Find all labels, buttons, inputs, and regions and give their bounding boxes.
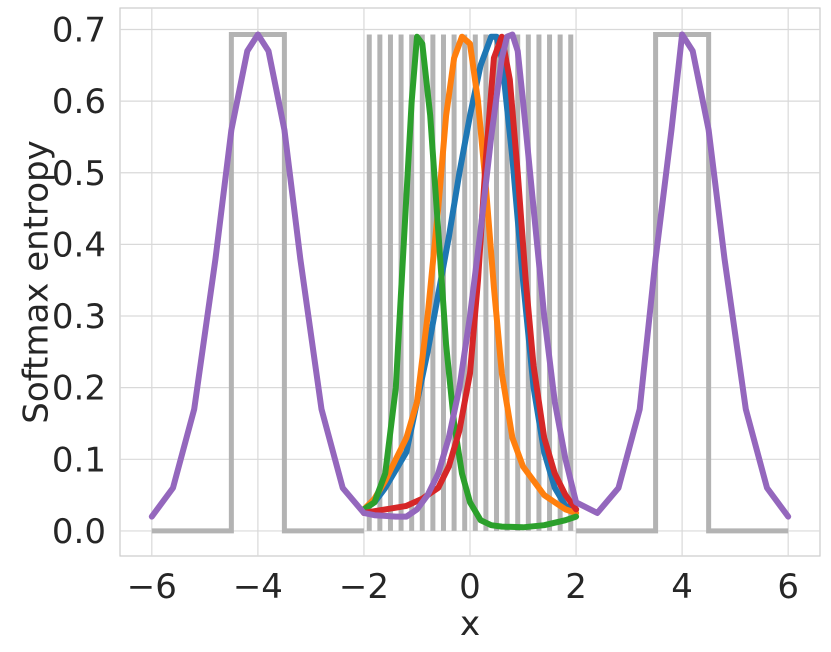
x-tick-label: −4	[233, 567, 283, 607]
x-tick-label: 2	[565, 567, 587, 607]
y-tick-label: 0.4	[52, 225, 106, 265]
x-tick-label: 6	[777, 567, 799, 607]
y-tick-label: 0.2	[52, 369, 106, 409]
x-tick-label: −2	[339, 567, 389, 607]
y-tick-label: 0.7	[52, 10, 106, 50]
grid	[120, 8, 820, 556]
x-tick-label: 0	[459, 567, 481, 607]
series-lines	[148, 31, 792, 531]
series-line-5	[148, 31, 792, 520]
y-tick-label: 0.3	[52, 297, 106, 337]
x-axis-label: x	[460, 604, 480, 644]
y-axis-label: Softmax entropy	[17, 140, 57, 424]
x-tick-label: −6	[127, 567, 177, 607]
y-tick-label: 0.6	[52, 82, 106, 122]
tick-labels: −6 −4 −2 0 2 4 6 0.0 0.1 0.2 0.3 0.4 0.5 0.6 0.7	[52, 10, 799, 607]
y-tick-label: 0.5	[52, 154, 106, 194]
y-tick-label: 0.0	[52, 512, 106, 552]
series-line-2	[360, 33, 580, 516]
series-line-3	[360, 33, 580, 531]
y-tick-label: 0.1	[52, 440, 106, 480]
x-tick-label: 4	[671, 567, 693, 607]
